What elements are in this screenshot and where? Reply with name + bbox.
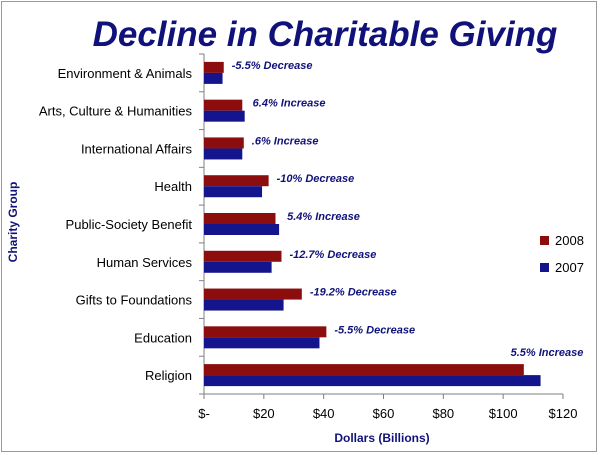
category-label: Education — [134, 330, 192, 345]
change-annotation: -12.7% Decrease — [289, 249, 376, 261]
bar-2007 — [204, 261, 272, 273]
legend-label-2008: 2008 — [555, 233, 584, 248]
bar-2008 — [204, 99, 243, 111]
bar-2007 — [204, 110, 245, 122]
change-annotation: -5.5% Decrease — [232, 60, 313, 72]
bar-2007 — [204, 224, 280, 235]
bar-2007 — [204, 299, 284, 311]
category-label: Health — [154, 179, 192, 194]
x-tick-label: $60 — [373, 406, 395, 421]
category-label: Arts, Culture & Humanities — [39, 104, 193, 119]
category-label: International Affairs — [81, 141, 193, 156]
change-annotation: 5.5% Increase — [511, 347, 584, 359]
category-label: Public-Society Benefit — [66, 217, 193, 232]
change-annotation: -10% Decrease — [277, 173, 355, 185]
category-label: Gifts to Foundations — [76, 293, 193, 308]
bar-2008 — [204, 326, 327, 338]
change-annotation: 5.4% Increase — [287, 211, 360, 223]
legend-swatch-2008 — [540, 236, 549, 245]
x-tick-label: $- — [198, 406, 210, 421]
bar-2008 — [204, 250, 282, 262]
legend-label-2007: 2007 — [555, 260, 584, 275]
x-axis-label: Dollars (Billions) — [334, 431, 429, 445]
bar-2007 — [204, 148, 243, 160]
change-annotation: .6% Increase — [252, 135, 319, 147]
x-tick-label: $120 — [549, 406, 578, 421]
bar-2008 — [204, 137, 244, 149]
x-tick-label: $100 — [489, 406, 518, 421]
x-tick-label: $40 — [313, 406, 335, 421]
bar-2007 — [204, 337, 320, 349]
bar-2007 — [204, 186, 263, 198]
y-axis-label: Charity Group — [6, 182, 20, 263]
category-label: Religion — [145, 368, 192, 383]
bar-2008 — [204, 213, 276, 224]
legend-swatch-2007 — [540, 263, 549, 272]
x-tick-label: $80 — [432, 406, 454, 421]
bar-2008 — [204, 288, 302, 300]
category-label: Environment & Animals — [58, 66, 193, 81]
bar-2008 — [204, 364, 524, 376]
change-annotation: -19.2% Decrease — [310, 287, 397, 299]
change-annotation: -5.5% Decrease — [334, 324, 415, 336]
bar-2008 — [204, 61, 224, 73]
bar-2007 — [204, 72, 223, 84]
category-label: Human Services — [97, 255, 193, 270]
change-annotation: 6.4% Increase — [253, 98, 326, 110]
bar-2008 — [204, 175, 269, 187]
x-tick-label: $20 — [253, 406, 275, 421]
chart-title: Decline in Charitable Giving — [93, 15, 558, 54]
bar-2007 — [204, 375, 541, 387]
